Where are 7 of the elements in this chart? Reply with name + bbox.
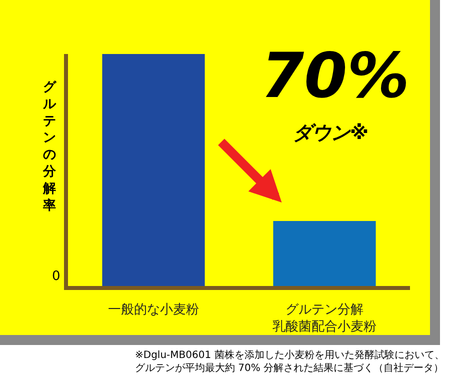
text: 0 bbox=[52, 269, 60, 284]
x-tick-label: 一般的な小麦粉 bbox=[108, 302, 199, 318]
y-axis-title: グルテンの分解率 bbox=[42, 80, 57, 214]
annotation: 70% bbox=[261, 39, 410, 112]
x-tick-label: グルテン分解乳酸菌配合小麦粉 bbox=[272, 302, 376, 334]
text: ※Dglu-MB0601 菌株を添加した小麦粉を用いた発酵試験において、グルテンが平均最大約 70% 分解された結果に基づく（自社データ） bbox=[135, 349, 444, 374]
annotation: ダウン※ bbox=[293, 122, 368, 144]
